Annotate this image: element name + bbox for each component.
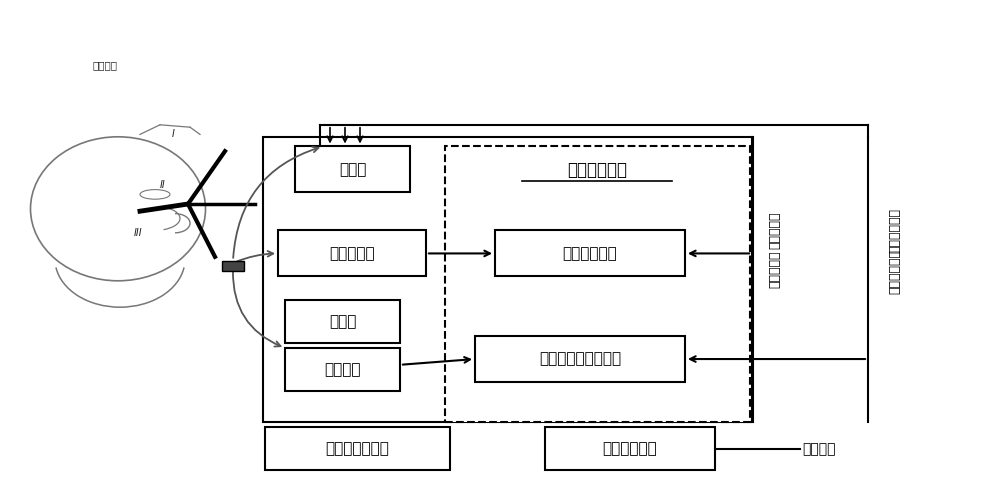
- Text: III: III: [134, 228, 142, 238]
- Text: 三叉神经: 三叉神经: [92, 60, 118, 70]
- Text: 号控制注射泵: 号控制注射泵: [889, 249, 902, 294]
- Bar: [278, 230, 426, 276]
- Text: 根据生物电信: 根据生物电信: [889, 208, 902, 253]
- Text: II: II: [160, 180, 166, 190]
- Text: 射线外监视系统: 射线外监视系统: [326, 441, 389, 456]
- Text: 人工控制系统: 人工控制系统: [603, 441, 657, 456]
- Text: I: I: [172, 130, 174, 139]
- Text: 电生理监测控制系统: 电生理监测控制系统: [539, 351, 621, 366]
- Bar: [265, 427, 450, 470]
- Text: 注射泵: 注射泵: [339, 162, 366, 177]
- Text: 肌电监测: 肌电监测: [324, 362, 361, 377]
- Text: 自动控制系统: 自动控制系统: [567, 161, 627, 180]
- Text: 压力监测器: 压力监测器: [329, 246, 375, 261]
- Text: 电刺激: 电刺激: [329, 314, 356, 329]
- Bar: [475, 336, 685, 382]
- Bar: [222, 261, 244, 271]
- Text: 根据压力值: 根据压力值: [768, 212, 782, 249]
- Bar: [285, 300, 400, 343]
- Bar: [495, 230, 685, 276]
- Text: 控制注射泵: 控制注射泵: [768, 250, 782, 288]
- Text: 压力控制系统: 压力控制系统: [563, 246, 617, 261]
- Bar: [545, 427, 715, 470]
- Bar: [263, 137, 753, 422]
- Bar: [295, 146, 410, 192]
- Bar: [445, 146, 750, 422]
- Bar: [285, 348, 400, 391]
- Text: 终止手术: 终止手术: [802, 442, 836, 456]
